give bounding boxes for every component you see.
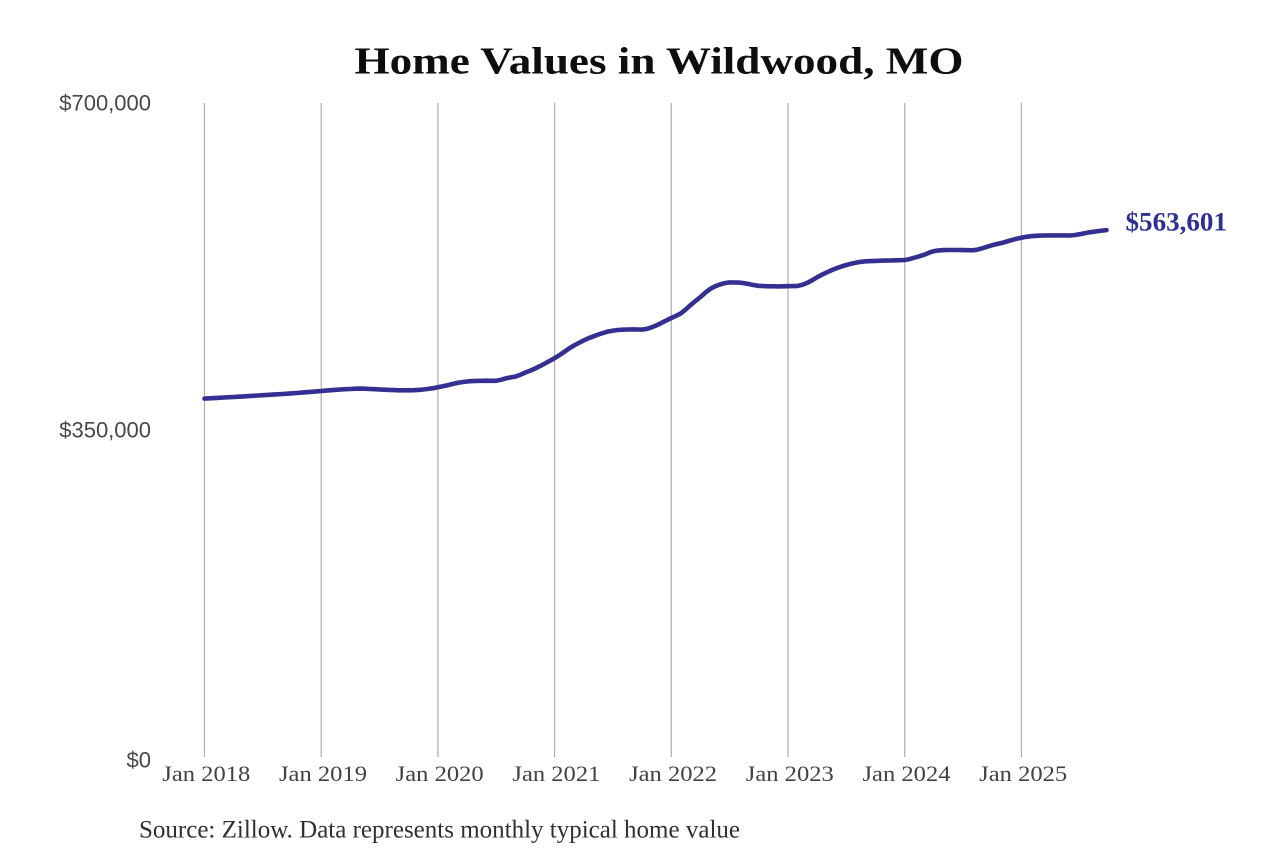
svg-text:Jan 2023: Jan 2023 (746, 761, 834, 786)
svg-text:Source: Zillow. Data represent: Source: Zillow. Data represents monthly … (139, 816, 740, 843)
svg-text:Jan 2025: Jan 2025 (979, 761, 1067, 786)
svg-text:Jan 2024: Jan 2024 (863, 761, 951, 786)
svg-text:Jan 2022: Jan 2022 (629, 761, 717, 786)
svg-text:Jan 2019: Jan 2019 (279, 761, 367, 786)
svg-text:Jan 2020: Jan 2020 (396, 761, 484, 786)
svg-text:$563,601: $563,601 (1126, 208, 1228, 237)
svg-text:$700,000: $700,000 (59, 91, 151, 116)
svg-text:$350,000: $350,000 (59, 418, 151, 443)
svg-text:Jan 2021: Jan 2021 (512, 761, 600, 786)
svg-text:Home Values in Wildwood, MO: Home Values in Wildwood, MO (355, 41, 964, 83)
svg-text:$0: $0 (127, 747, 151, 772)
svg-text:Jan 2018: Jan 2018 (162, 761, 250, 786)
